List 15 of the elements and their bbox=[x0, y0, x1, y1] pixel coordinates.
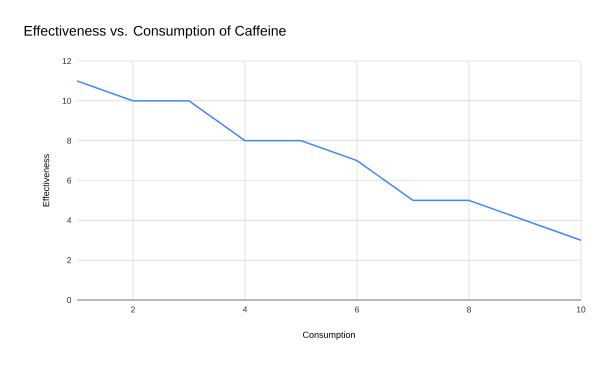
x-tick-label: 4 bbox=[242, 306, 248, 312]
chart-title: Effectiveness vs. Consumption of Caffeine bbox=[24, 25, 286, 38]
y-tick-label: 6 bbox=[67, 178, 72, 184]
y-tick-label: 8 bbox=[67, 138, 72, 144]
x-tick-label: 6 bbox=[355, 306, 359, 313]
x-tick-label: 8 bbox=[467, 306, 471, 313]
y-axis-title: Effectiveness bbox=[42, 154, 50, 206]
y-tick-label: 2 bbox=[67, 257, 72, 264]
y-tick-label: 10 bbox=[62, 98, 72, 104]
y-tick-label: 12 bbox=[62, 58, 72, 64]
x-tick-label: 2 bbox=[131, 306, 135, 312]
x-axis-title: Consumption bbox=[303, 331, 355, 340]
y-tick-label: 4 bbox=[66, 217, 72, 224]
y-tick-label: 0 bbox=[67, 297, 72, 303]
x-tick-label: 10 bbox=[576, 306, 586, 313]
